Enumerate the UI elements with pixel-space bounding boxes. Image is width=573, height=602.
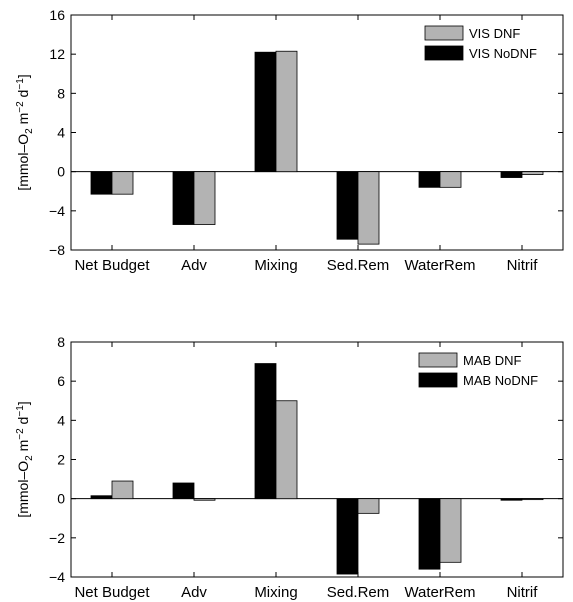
legend-label: MAB DNF [463, 353, 522, 368]
bar-mab-dnf-sed-rem [357, 498, 380, 514]
y-tick-label: 2 [57, 452, 65, 468]
bar-vis-nodnf-mixing [254, 51, 277, 173]
bar-vis-nodnf-net-budget [90, 171, 113, 195]
bar-vis-nodnf-sed-rem [336, 171, 359, 240]
bar-vis-nodnf-nitrif [500, 171, 523, 178]
legend: MAB DNF MAB NoDNF [418, 352, 538, 388]
y-axis-label: [mmol–O2 m−2 d−1] [15, 74, 35, 190]
y-tick-label: 6 [57, 373, 65, 389]
y-tick-label: −2 [49, 530, 65, 546]
x-category-label: Mixing [254, 257, 297, 274]
legend-swatch [418, 352, 458, 368]
x-category-label: WaterRem [404, 584, 475, 601]
bar-vis-dnf-sed-rem [357, 171, 380, 245]
bar-mab-nodnf-nitrif [500, 498, 523, 501]
y-tick-label: 8 [57, 334, 65, 350]
bar-mab-nodnf-net-budget [90, 495, 113, 500]
x-category-label: Net Budget [74, 257, 150, 274]
chart-vis-oxygen-budget: −8 −4 0 4 8 12 16 Net Budget Adv Mixing Sed.Rem Wat… [15, 7, 564, 274]
y-tick-label: 4 [57, 412, 65, 428]
y-axis-label: [mmol–O2 m−2 d−1] [15, 401, 35, 517]
y-tick-label: −4 [49, 203, 65, 219]
bar-mab-dnf-waterrem [439, 498, 462, 563]
x-category-label: Adv [181, 584, 207, 601]
bar-mab-dnf-adv [193, 498, 216, 501]
bar-vis-nodnf-waterrem [418, 171, 441, 188]
bar-mab-nodnf-mixing [254, 363, 277, 500]
bar-vis-dnf-net-budget [111, 171, 134, 195]
y-tick-label: −8 [49, 242, 65, 258]
bar-vis-dnf-mixing [275, 50, 298, 173]
x-category-label: Sed.Rem [327, 257, 390, 274]
legend-swatch [424, 25, 464, 41]
legend-label: VIS DNF [469, 26, 520, 41]
x-category-label: Mixing [254, 584, 297, 601]
y-tick-label: 12 [49, 46, 65, 62]
bar-vis-dnf-nitrif [521, 171, 544, 176]
x-category-label: WaterRem [404, 257, 475, 274]
y-tick-label: −4 [49, 569, 65, 585]
y-tick-label: 0 [57, 491, 65, 507]
y-tick-label: 0 [57, 164, 65, 180]
y-tick-label: 8 [57, 85, 65, 101]
legend-swatch [418, 372, 458, 388]
legend-label: VIS NoDNF [469, 46, 537, 61]
bar-mab-nodnf-adv [172, 482, 195, 500]
chart-mab-oxygen-budget: −4 −2 0 2 4 6 8 Net Budget Adv Mixing Sed.Rem Water… [15, 334, 564, 601]
x-category-label: Adv [181, 257, 207, 274]
bar-mab-nodnf-sed-rem [336, 498, 359, 575]
x-category-label: Net Budget [74, 584, 150, 601]
legend-label: MAB NoDNF [463, 373, 538, 388]
bar-vis-dnf-waterrem [439, 171, 462, 188]
y-tick-label: 4 [57, 125, 65, 141]
bar-mab-dnf-nitrif [521, 498, 544, 501]
bar-mab-nodnf-waterrem [418, 498, 441, 570]
x-category-label: Sed.Rem [327, 584, 390, 601]
legend-swatch [424, 45, 464, 61]
bar-vis-dnf-adv [193, 171, 216, 225]
x-category-label: Nitrif [507, 257, 539, 274]
bar-mab-dnf-net-budget [111, 480, 134, 500]
legend: VIS DNF VIS NoDNF [424, 25, 537, 61]
x-category-label: Nitrif [507, 584, 539, 601]
bar-mab-dnf-mixing [275, 400, 298, 500]
bar-vis-nodnf-adv [172, 171, 195, 225]
y-tick-label: 16 [49, 7, 65, 23]
